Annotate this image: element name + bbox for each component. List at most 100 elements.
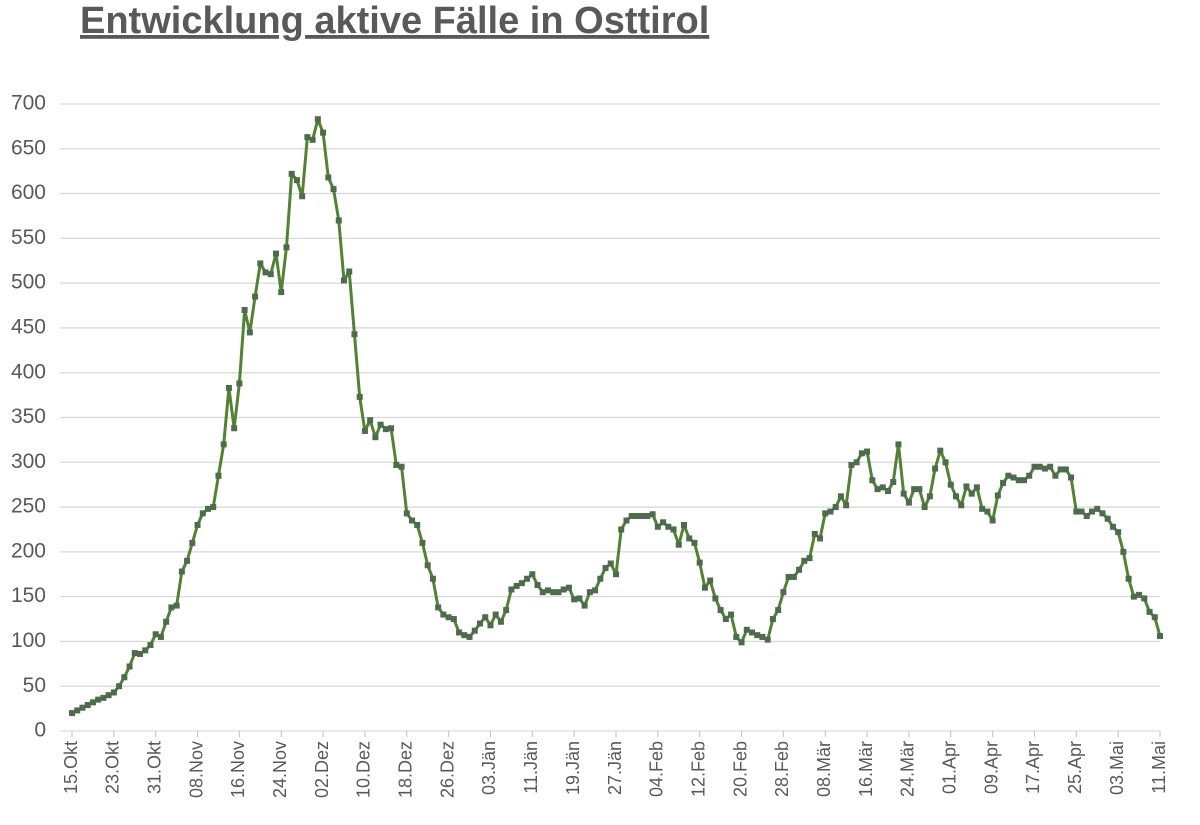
x-tick-label: 20.Feb: [730, 741, 750, 797]
x-tick-label: 28.Feb: [772, 741, 792, 797]
data-point: [1000, 479, 1007, 486]
data-point: [675, 541, 682, 548]
data-point: [388, 425, 395, 432]
data-point: [722, 616, 729, 623]
data-point: [623, 517, 630, 524]
data-point: [550, 589, 557, 596]
data-point: [84, 702, 91, 709]
data-point: [1130, 593, 1137, 600]
data-point: [89, 699, 96, 706]
data-point: [241, 307, 248, 314]
data-point: [1151, 614, 1158, 621]
data-point: [827, 508, 834, 515]
data-point: [1015, 477, 1022, 484]
data-point: [968, 490, 975, 497]
data-point: [314, 116, 321, 123]
data-point: [775, 607, 782, 614]
data-point: [602, 564, 609, 571]
y-tick-label: 550: [11, 226, 46, 249]
data-point: [691, 539, 698, 546]
x-tick-label: 09.Apr: [981, 741, 1001, 794]
data-point: [801, 557, 808, 564]
x-tick-label: 02.Dez: [312, 741, 332, 798]
x-tick-label: 12.Feb: [688, 741, 708, 797]
data-point: [1021, 477, 1027, 484]
chart-title: Entwicklung aktive Fälle in Osttirol: [80, 0, 709, 42]
data-point: [220, 441, 227, 448]
data-point: [822, 510, 829, 517]
data-point: [393, 461, 400, 468]
data-point: [759, 633, 766, 640]
data-point: [963, 483, 970, 490]
data-point: [445, 614, 452, 621]
data-point: [356, 393, 363, 400]
data-point: [189, 539, 196, 546]
data-point: [1083, 513, 1090, 520]
data-point: [707, 577, 714, 584]
x-tick-label: 08.Mär: [814, 741, 834, 797]
data-point: [335, 217, 342, 224]
data-point: [403, 510, 410, 517]
data-point: [367, 417, 374, 424]
data-point: [874, 486, 881, 493]
data-point: [142, 647, 149, 654]
data-point: [126, 663, 133, 670]
data-point: [649, 511, 656, 518]
data-point: [571, 596, 578, 603]
data-point: [979, 505, 986, 512]
data-point: [173, 602, 180, 609]
data-point: [492, 611, 499, 618]
data-point: [858, 450, 865, 457]
data-point: [372, 434, 379, 441]
data-point: [513, 582, 520, 589]
data-point: [1109, 523, 1116, 530]
data-point: [947, 481, 954, 488]
data-point: [607, 560, 614, 567]
data-point: [785, 573, 792, 580]
data-point: [1099, 510, 1106, 517]
data-point: [942, 459, 949, 466]
data-point: [194, 521, 201, 528]
data-point: [382, 426, 389, 433]
data-point: [712, 595, 719, 602]
data-point: [497, 618, 504, 625]
y-tick-label: 600: [11, 181, 46, 204]
data-point: [1031, 463, 1038, 470]
data-point: [613, 571, 619, 578]
data-point: [503, 607, 510, 614]
data-point: [701, 584, 708, 591]
data-point: [116, 683, 123, 690]
data-point: [1104, 515, 1111, 522]
x-tick-label: 01.Apr: [940, 741, 960, 794]
x-tick-label: 10.Dez: [354, 741, 374, 798]
data-point: [555, 589, 562, 596]
data-point: [1136, 591, 1143, 598]
data-point: [257, 260, 264, 267]
data-point: [900, 490, 907, 497]
data-point: [869, 477, 876, 484]
data-point: [477, 620, 483, 627]
data-point: [1005, 472, 1012, 479]
data-point: [592, 587, 599, 594]
data-point: [618, 526, 625, 533]
y-tick-label: 100: [11, 629, 46, 652]
data-point: [361, 427, 368, 434]
data-point: [973, 484, 980, 491]
data-point: [69, 710, 75, 717]
y-tick-label: 0: [34, 719, 46, 742]
data-point: [539, 589, 546, 596]
data-point: [1041, 465, 1048, 472]
data-point: [885, 487, 891, 494]
data-point: [905, 499, 912, 506]
data-point: [330, 186, 337, 193]
data-point: [1157, 633, 1163, 640]
data-point: [811, 530, 818, 537]
x-tick-label: 31.Okt: [144, 741, 164, 794]
data-point: [911, 486, 918, 493]
data-point: [644, 513, 651, 520]
data-point: [817, 535, 823, 542]
data-point: [654, 523, 661, 530]
data-point: [225, 384, 232, 391]
